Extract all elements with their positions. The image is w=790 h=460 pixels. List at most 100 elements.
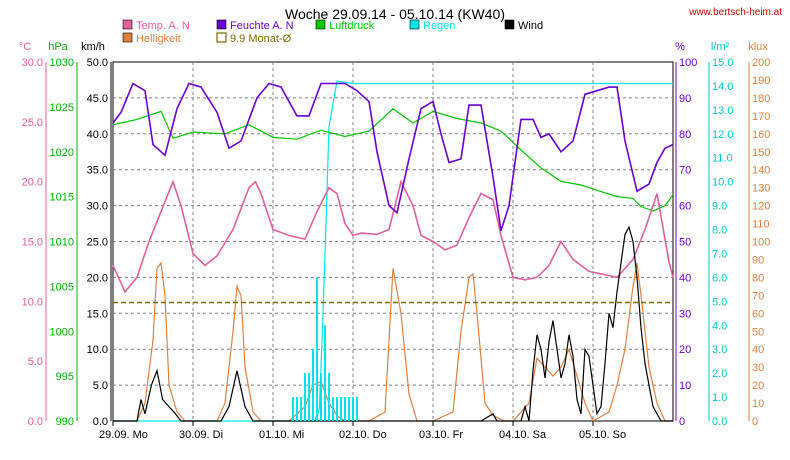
chart-title: Woche 29.09.14 - 05.10.14 (KW40) (285, 6, 505, 22)
rain-tick-label: 15.0 (712, 57, 733, 69)
legend-swatch (409, 19, 420, 30)
rain-tick-label: 2.0 (712, 368, 727, 380)
series-layer (112, 80, 674, 422)
klux-tick-label: 50 (752, 326, 764, 338)
series-temp-a-n (112, 179, 674, 294)
rain-tick-label: 14.0 (712, 81, 733, 93)
pressure-tick-label: 1015 (50, 192, 74, 204)
legend-label: 9.9 Monat-Ø (230, 33, 292, 45)
temp-tick-label: 5.0 (28, 356, 43, 368)
klux-tick-label: 60 (752, 308, 764, 320)
pressure-tick-label: 1030 (50, 57, 74, 69)
pressure-tick-label: 1025 (50, 102, 74, 114)
legend-swatch (315, 19, 326, 30)
temp-tick-label: 0.0 (28, 416, 43, 428)
wind-tick-label: 35.0 (87, 165, 108, 177)
klux-tick-label: 180 (752, 93, 770, 105)
website-label: www.bertsch-heim.at (688, 7, 782, 18)
x-tick-label: 30.09. Di (179, 429, 223, 441)
x-tick-label: 05.10. So (579, 429, 626, 441)
klux-tick-label: 170 (752, 111, 770, 123)
pressure-tick-label: 990 (56, 416, 74, 428)
legend-label: Wind (518, 20, 543, 32)
klux-tick-label: 20 (752, 380, 764, 392)
temp-tick-label: 10.0 (22, 296, 43, 308)
legend-swatch (122, 32, 133, 43)
pressure-unit-label: hPa (48, 41, 68, 53)
wind-tick-label: 15.0 (87, 308, 108, 320)
legend-swatch (122, 19, 133, 30)
wind-unit-label: km/h (81, 41, 105, 53)
humidity-tick-label: 30 (679, 308, 691, 320)
rain-unit-label: l/m² (711, 41, 730, 53)
klux-tick-label: 130 (752, 183, 770, 195)
x-axis-ticks: 29.09. Mo 30.09. Di 01.10. Mi 02.10. Do 03.1… (99, 421, 626, 441)
series-luftdruck (112, 107, 674, 212)
axis-ticks: 30.025.020.015.010.05.00.010301025102010… (22, 57, 771, 428)
rain-tick-label: 6.0 (712, 272, 727, 284)
wind-tick-label: 20.0 (87, 272, 108, 284)
rain-tick-label: 0.0 (712, 416, 727, 428)
x-tick-label: 02.10. Do (339, 429, 387, 441)
pressure-tick-label: 1000 (50, 326, 74, 338)
klux-tick-label: 80 (752, 272, 764, 284)
rain-tick-label: 7.0 (712, 248, 727, 260)
wind-tick-label: 45.0 (87, 93, 108, 105)
humidity-unit-label: % (675, 41, 685, 53)
wind-tick-label: 0.0 (93, 416, 108, 428)
pressure-tick-label: 1005 (50, 281, 74, 293)
rain-tick-label: 8.0 (712, 225, 727, 237)
klux-tick-label: 110 (752, 219, 770, 231)
temp-tick-label: 30.0 (22, 57, 43, 69)
wind-tick-label: 10.0 (87, 344, 108, 356)
humidity-tick-label: 70 (679, 165, 691, 177)
klux-tick-label: 120 (752, 201, 770, 213)
humidity-tick-label: 10 (679, 380, 691, 392)
humidity-tick-label: 50 (679, 237, 691, 249)
plot-area (112, 61, 674, 422)
klux-tick-label: 100 (752, 237, 770, 249)
legend-swatch (216, 32, 227, 43)
humidity-tick-label: 90 (679, 93, 691, 105)
humidity-tick-label: 0 (679, 416, 685, 428)
humidity-tick-label: 100 (679, 57, 697, 69)
klux-tick-label: 200 (752, 57, 770, 69)
klux-tick-label: 30 (752, 362, 764, 374)
rain-tick-label: 9.0 (712, 201, 727, 213)
temp-tick-label: 25.0 (22, 117, 43, 129)
rain-tick-label: 4.0 (712, 320, 727, 332)
legend-label: Feuchte A. N (230, 20, 294, 32)
wind-tick-label: 50.0 (87, 57, 108, 69)
axis-unit-labels: °C hPa km/h% l/m² klux (19, 41, 768, 53)
klux-tick-label: 70 (752, 290, 764, 302)
humidity-tick-label: 80 (679, 129, 691, 141)
legend: Temp. A. N Feuchte A. N Luftdruck Regen Wind… (122, 19, 543, 45)
rain-tick-label: 12.0 (712, 129, 733, 141)
temp-unit-label: °C (19, 41, 31, 53)
wind-tick-label: 25.0 (87, 237, 108, 249)
pressure-tick-label: 1010 (50, 237, 74, 249)
rain-tick-label: 13.0 (712, 105, 733, 117)
klux-tick-label: 160 (752, 129, 770, 141)
x-tick-label: 29.09. Mo (99, 429, 148, 441)
humidity-tick-label: 40 (679, 272, 691, 284)
series-wind (113, 225, 673, 422)
x-tick-label: 04.10. Sa (499, 429, 547, 441)
wind-tick-label: 40.0 (87, 129, 108, 141)
rain-tick-label: 11.0 (712, 153, 733, 165)
legend-swatch (216, 19, 227, 30)
klux-tick-label: 40 (752, 344, 764, 356)
klux-tick-label: 0 (752, 416, 758, 428)
rain-tick-label: 3.0 (712, 344, 727, 356)
klux-tick-label: 90 (752, 254, 764, 266)
temp-tick-label: 15.0 (22, 237, 43, 249)
x-tick-label: 03.10. Fr (419, 429, 463, 441)
klux-tick-label: 190 (752, 75, 770, 87)
pressure-tick-label: 1020 (50, 147, 74, 159)
x-tick-label: 01.10. Mi (259, 429, 304, 441)
legend-swatch (504, 19, 515, 30)
wind-tick-label: 30.0 (87, 201, 108, 213)
legend-label: Luftdruck (329, 20, 375, 32)
rain-tick-label: 10.0 (712, 177, 733, 189)
